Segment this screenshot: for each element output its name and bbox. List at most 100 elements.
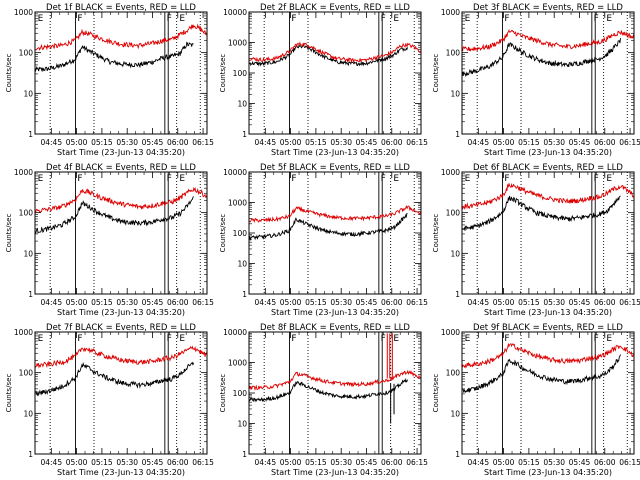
plot-frame xyxy=(34,171,208,295)
panel-title: Det 7f BLACK = Events, RED = LLD xyxy=(46,323,196,333)
x-axis-label: Start Time (23-Jun-13 04:35:20) xyxy=(271,308,399,317)
x-tick-label: 06:15 xyxy=(192,298,214,307)
x-tick-label: 04:45 xyxy=(40,298,62,307)
x-tick-label: 06:00 xyxy=(381,138,403,147)
x-tick-label: 06:15 xyxy=(192,458,214,467)
y-tick-label: 1000 xyxy=(14,8,33,17)
region-label: F xyxy=(381,334,386,344)
x-tick-label: 06:15 xyxy=(619,298,640,307)
events-series-line xyxy=(249,43,408,67)
y-tick-label: 100 xyxy=(446,369,461,378)
region-label: E xyxy=(465,174,471,184)
panel-title: Det 9f BLACK = Events, RED = LLD xyxy=(473,323,623,333)
x-tick-label: 06:15 xyxy=(406,458,428,467)
x-tick-label: 05:45 xyxy=(569,298,591,307)
x-tick-label: 04:45 xyxy=(467,298,489,307)
x-tick-label: 06:00 xyxy=(167,138,189,147)
panel-title: Det 6f BLACK = Events, RED = LLD xyxy=(473,163,623,173)
region-label: F xyxy=(594,14,599,24)
x-tick-label: 06:15 xyxy=(406,298,428,307)
y-tick-label: 10000 xyxy=(223,8,247,17)
x-tick-label: 05:15 xyxy=(518,138,540,147)
y-tick-label: 100 xyxy=(233,69,248,78)
x-tick-label: 05:00 xyxy=(280,298,302,307)
events-series-line xyxy=(462,354,621,394)
y-axis-label: Counts/sec xyxy=(5,374,13,413)
plot-frame xyxy=(248,171,422,295)
x-tick-label: 05:00 xyxy=(493,458,515,467)
y-tick-label: 100 xyxy=(233,229,248,238)
x-tick-label: 05:30 xyxy=(543,138,565,147)
x-tick-label: 06:15 xyxy=(619,138,640,147)
events-series-line xyxy=(462,195,621,231)
region-label: E xyxy=(38,174,44,184)
x-tick-label: 06:00 xyxy=(381,298,403,307)
y-axis-label: Counts/sec xyxy=(5,214,13,253)
region-label: F xyxy=(504,174,509,184)
region-label: F xyxy=(291,14,296,24)
region-label: E xyxy=(38,14,44,24)
region-label: E xyxy=(38,334,44,344)
x-tick-label: 05:45 xyxy=(356,298,378,307)
x-tick-label: 06:15 xyxy=(192,138,214,147)
events-series-line xyxy=(35,361,194,397)
plot-frame xyxy=(248,331,422,455)
x-tick-label: 05:30 xyxy=(543,298,565,307)
lld-series-line xyxy=(35,186,207,214)
x-tick-label: 05:45 xyxy=(356,138,378,147)
panel-title: Det 8f BLACK = Events, RED = LLD xyxy=(260,323,410,333)
plot-frame xyxy=(248,11,422,135)
y-tick-label: 10 xyxy=(23,409,33,418)
x-tick-label: 05:00 xyxy=(493,138,515,147)
y-tick-label: 1000 xyxy=(228,39,247,48)
lld-series-line xyxy=(249,369,421,392)
x-axis-label: Start Time (23-Jun-13 04:35:20) xyxy=(57,308,185,317)
x-tick-label: 05:00 xyxy=(66,138,88,147)
x-tick-label: 06:00 xyxy=(167,298,189,307)
x-tick-label: 05:00 xyxy=(66,298,88,307)
region-label: F xyxy=(291,334,296,344)
region-label: F xyxy=(167,174,172,184)
x-tick-label: 05:30 xyxy=(116,138,138,147)
panel-title: Det 4f BLACK = Events, RED = LLD xyxy=(46,163,196,173)
y-tick-label: 10 xyxy=(237,420,247,429)
plot-frame xyxy=(34,11,208,135)
lld-series-line xyxy=(35,345,207,369)
x-axis-label: Start Time (23-Jun-13 04:35:20) xyxy=(57,468,185,477)
region-label: F xyxy=(504,334,509,344)
y-tick-label: 10 xyxy=(23,249,33,258)
x-tick-label: 05:00 xyxy=(493,298,515,307)
panel-det-1: Det 1f BLACK = Events, RED = LLD Counts/s… xyxy=(5,3,214,157)
y-tick-label: 1000 xyxy=(441,8,460,17)
x-tick-label: 05:15 xyxy=(305,138,327,147)
x-tick-label: 06:00 xyxy=(594,138,616,147)
region-label: E xyxy=(179,174,185,184)
y-tick-label: 100 xyxy=(19,49,34,58)
x-tick-label: 05:45 xyxy=(142,458,164,467)
lld-series-line xyxy=(462,28,634,52)
x-tick-label: 05:45 xyxy=(142,138,164,147)
y-axis-label: Counts/sec xyxy=(432,214,440,253)
y-tick-label: 1000 xyxy=(228,199,247,208)
x-axis-label: Start Time (23-Jun-13 04:35:20) xyxy=(484,308,612,317)
region-label: E xyxy=(393,14,399,24)
x-tick-label: 04:45 xyxy=(467,458,489,467)
y-tick-label: 10 xyxy=(237,260,247,269)
y-tick-label: 1 xyxy=(242,290,247,299)
x-tick-label: 05:00 xyxy=(66,458,88,467)
x-tick-label: 04:45 xyxy=(40,138,62,147)
y-tick-label: 1 xyxy=(455,450,460,459)
x-tick-label: 05:15 xyxy=(518,298,540,307)
y-tick-label: 1000 xyxy=(228,359,247,368)
x-tick-label: 05:15 xyxy=(305,298,327,307)
region-label: F xyxy=(594,334,599,344)
panel-det-8: Det 8f BLACK = Events, RED = LLD Counts/s… xyxy=(219,323,428,477)
y-tick-label: 100 xyxy=(19,369,34,378)
x-tick-label: 05:30 xyxy=(330,458,352,467)
plot-frame xyxy=(34,331,208,455)
panel-det-7: Det 7f BLACK = Events, RED = LLD Counts/s… xyxy=(5,323,214,477)
x-tick-label: 04:45 xyxy=(254,458,276,467)
events-series-line xyxy=(249,377,408,403)
x-tick-label: 05:15 xyxy=(91,138,113,147)
y-tick-label: 1000 xyxy=(14,328,33,337)
